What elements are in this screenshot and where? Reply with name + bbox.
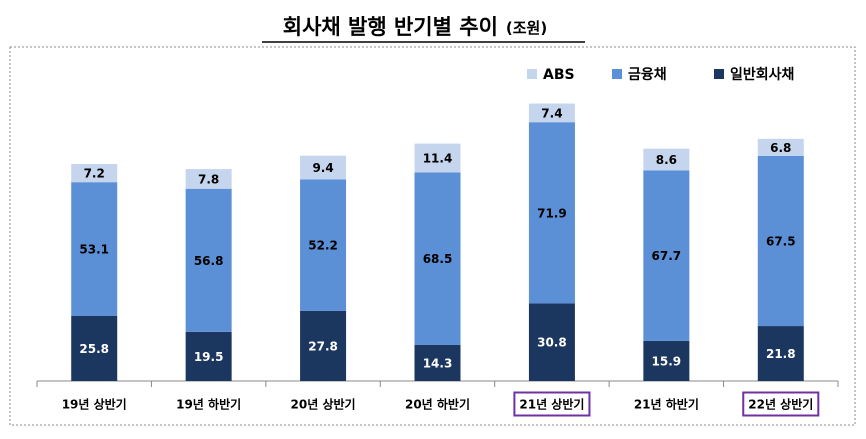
- bar-segment: [528, 303, 575, 381]
- bar-segment: [757, 326, 804, 381]
- x-tick-label: 19년 상반기: [62, 397, 127, 412]
- value-label: 8.6: [656, 153, 677, 167]
- value-label: 71.9: [537, 206, 567, 220]
- legend-swatch: [527, 69, 537, 79]
- value-label: 7.8: [198, 172, 219, 186]
- bar-segment: [185, 331, 232, 381]
- value-label: 68.5: [423, 252, 453, 266]
- value-label: 21.8: [766, 347, 796, 361]
- bar-segment: [757, 138, 804, 156]
- value-label: 25.8: [79, 342, 109, 356]
- bar-segment: [71, 182, 118, 316]
- bar-segment: [414, 172, 461, 345]
- x-tick-label: 21년 하반기: [634, 397, 699, 412]
- bar-segment: [643, 170, 690, 341]
- bar-segment: [71, 315, 118, 381]
- highlight-box: [513, 391, 591, 417]
- value-label: 14.3: [423, 356, 453, 370]
- x-tick-label: 21년 상반기: [519, 397, 584, 412]
- legend-swatch: [714, 69, 724, 79]
- unit: (조원): [506, 19, 547, 37]
- value-label: 6.8: [770, 141, 791, 155]
- value-label: 67.5: [766, 235, 796, 249]
- value-label: 9.4: [312, 161, 333, 175]
- value-label: 53.1: [79, 243, 109, 257]
- legend-label: 금융채: [628, 67, 667, 83]
- bar-segment: [300, 155, 347, 180]
- bar-segment: [185, 169, 232, 189]
- chart-title: 회사채 발행 반기별 추이 (조원): [283, 15, 547, 39]
- frame: [9, 46, 856, 426]
- value-label: 30.8: [537, 336, 567, 350]
- bar-segment: [414, 344, 461, 381]
- legend-label: ABS: [543, 67, 575, 83]
- bar-segment: [300, 179, 347, 311]
- value-label: 56.8: [194, 254, 224, 268]
- legend-swatch: [612, 69, 622, 79]
- bar-segment: [185, 188, 232, 332]
- title: 회사채 발행 반기별 추이: [283, 15, 498, 39]
- value-label: 27.8: [308, 339, 338, 353]
- bar-segment: [528, 122, 575, 304]
- value-label: 67.7: [652, 249, 682, 263]
- value-label: 7.4: [541, 106, 562, 120]
- x-tick-label: 19년 하반기: [176, 397, 241, 412]
- legend-label: 일반회사채: [730, 66, 794, 83]
- bar-segment: [300, 310, 347, 381]
- bar-segment: [643, 340, 690, 381]
- bar-segment: [643, 148, 690, 171]
- x-tick-label: 20년 하반기: [405, 397, 470, 412]
- bar-segment: [71, 164, 118, 183]
- x-tick-label: 22년 상반기: [748, 397, 813, 412]
- highlight-box: [742, 391, 820, 417]
- bar-segment: [414, 143, 461, 173]
- value-label: 15.9: [652, 354, 682, 368]
- value-label: 11.4: [423, 151, 453, 165]
- value-label: 19.5: [194, 350, 224, 364]
- value-label: 52.2: [308, 239, 338, 253]
- bar-segment: [528, 103, 575, 123]
- value-label: 7.2: [84, 167, 105, 181]
- bar-segment: [757, 155, 804, 327]
- x-tick-label: 20년 상반기: [291, 397, 356, 412]
